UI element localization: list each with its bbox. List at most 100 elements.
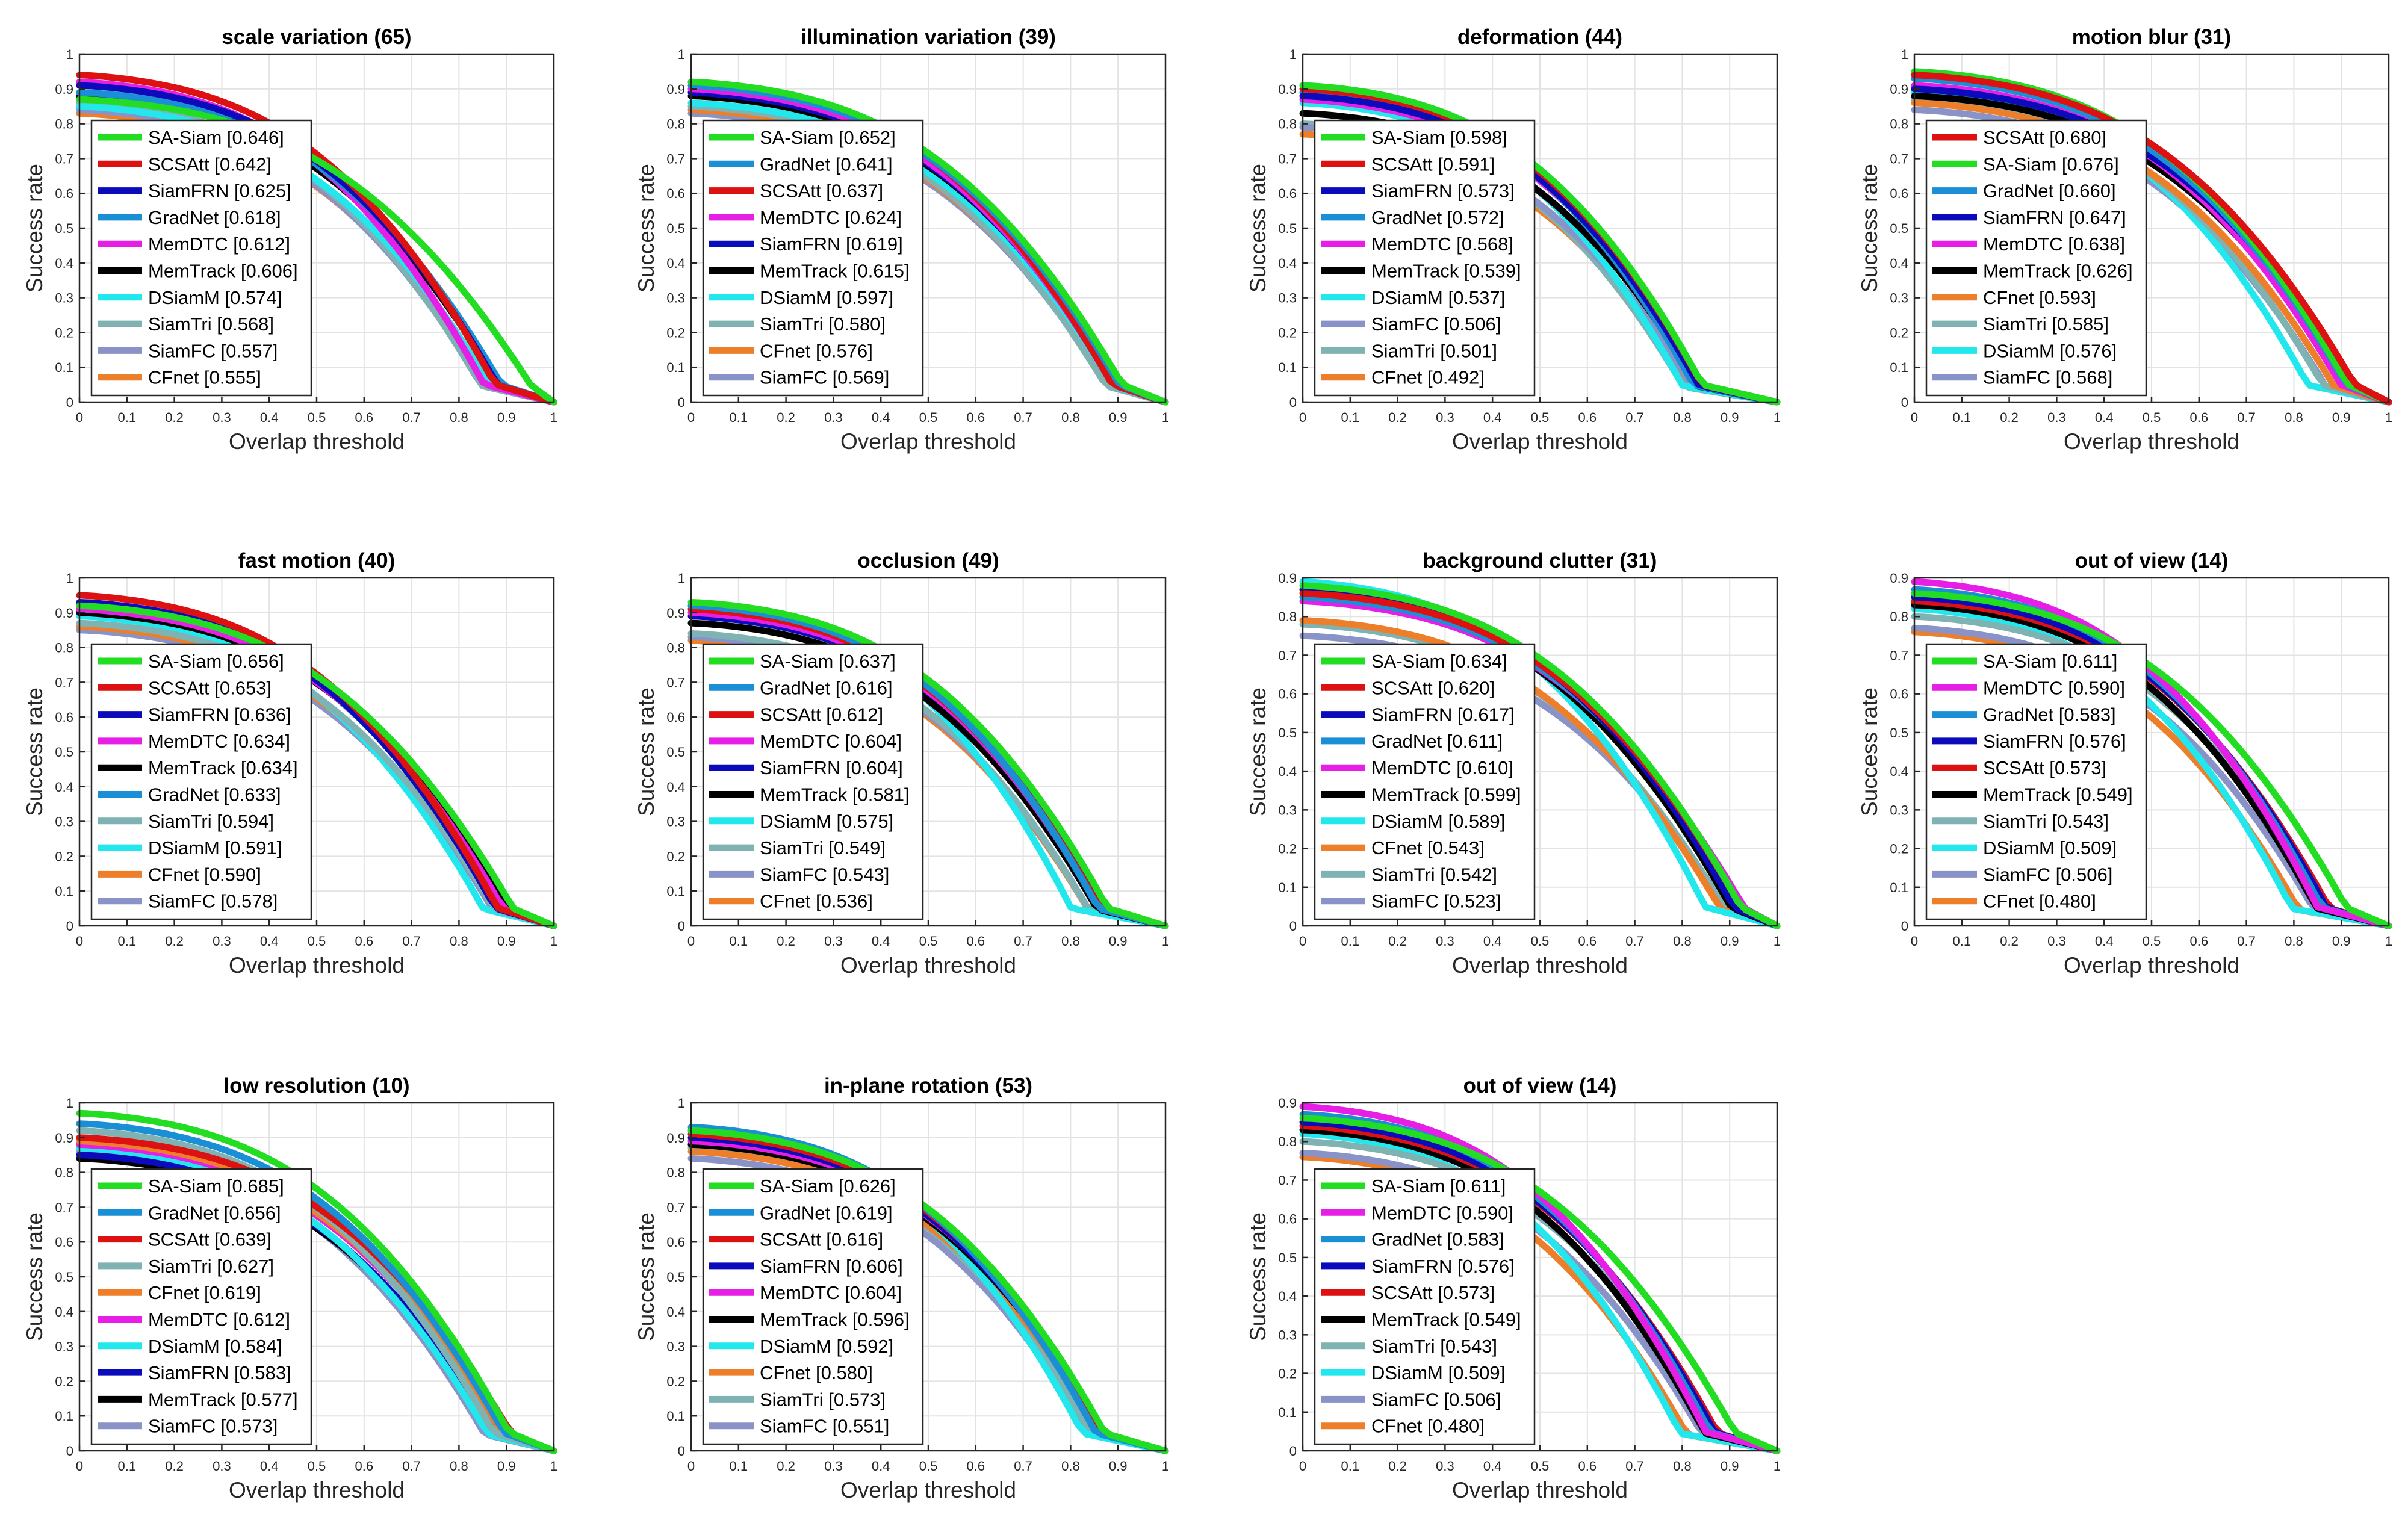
y-tick-label: 0 [678,395,685,410]
y-tick-label: 1 [678,571,685,586]
y-tick-label: 1 [66,47,73,62]
y-tick-label: 0.9 [1890,82,1908,97]
x-axis-label: Overlap threshold [840,1478,1016,1503]
y-tick-label: 0.5 [1890,221,1908,236]
x-tick-label: 0.8 [2285,410,2303,425]
x-tick-label: 0.3 [2047,410,2066,425]
legend-entry: SiamTri [0.543] [1371,1336,1497,1357]
legend-entry: SA-Siam [0.598] [1371,127,1507,148]
x-tick-label: 0.6 [355,1459,374,1474]
y-tick-label: 0.1 [55,1409,73,1424]
x-tick-label: 0.2 [777,410,795,425]
legend-entry: SiamFRN [0.619] [760,234,903,255]
x-tick-label: 0.1 [1341,410,1360,425]
legend-entry: DSiamM [0.576] [1983,340,2117,361]
x-tick-label: 0.3 [1436,1459,1454,1474]
x-tick-label: 0.8 [1061,1459,1080,1474]
legend-entry: MemDTC [0.568] [1371,234,1513,255]
x-tick-label: 0.9 [497,934,516,949]
legend-entry: DSiamM [0.509] [1983,837,2117,858]
legend-entry: GradNet [0.619] [760,1202,893,1223]
y-tick-label: 0.2 [1890,325,1908,340]
x-axis-label: Overlap threshold [1452,429,1628,454]
x-tick-label: 0.8 [450,934,468,949]
legend-entry: SiamFRN [0.604] [760,757,903,778]
legend-entry: SCSAtt [0.591] [1371,154,1495,175]
x-tick-label: 0.4 [260,934,279,949]
legend: SA-Siam [0.656] SCSAtt [0.653] SiamFRN [0.… [90,643,312,920]
legend-entry: SCSAtt [0.653] [148,677,272,698]
y-tick-label: 0.6 [1278,186,1297,201]
chart-panel-11: 0 0.1 0.2 0.3 0.4 0.5 0.6 0.7 0.8 0.9 1 0 0.1 0.2 0.3 0… [1246,1074,1781,1503]
x-tick-label: 0.1 [730,934,748,949]
y-tick-label: 0.9 [55,82,73,97]
y-axis-label: Success rate [22,687,47,816]
y-tick-label: 0.3 [1890,291,1908,306]
legend-entry: SA-Siam [0.637] [760,651,896,672]
legend-entry: GradNet [0.633] [148,784,281,805]
y-tick-label: 0 [1901,919,1908,934]
legend-entry: DSiamM [0.574] [148,287,282,308]
series-line-dsiamm [76,103,557,406]
legend-entry: MemTrack [0.626] [1983,261,2133,282]
x-tick-label: 1 [550,410,557,425]
legend-entry: SiamFC [0.523] [1371,891,1501,912]
legend-entry: DSiamM [0.575] [760,811,893,832]
chart-panel-10: 0 0.1 0.2 0.3 0.4 0.5 0.6 0.7 0.8 0.9 1 0 0.1 0.2 0.3 0… [634,1074,1169,1503]
x-tick-label: 0.5 [308,934,326,949]
legend-entry: MemTrack [0.634] [148,757,298,778]
y-tick-label: 0.4 [55,256,73,271]
legend-entry: SA-Siam [0.656] [148,651,284,672]
legend-entry: SCSAtt [0.642] [148,154,272,175]
legend-entry: GradNet [0.641] [760,154,893,175]
series-line-sa-siam [687,599,1169,929]
x-tick-label: 0.7 [402,1459,421,1474]
series-line-siamfrn [1299,92,1781,406]
legend-entry: DSiamM [0.537] [1371,287,1505,308]
x-tick-label: 0.7 [1625,934,1644,949]
y-tick-label: 0.9 [1278,1096,1297,1111]
y-tick-label: 0.4 [1278,1289,1297,1304]
y-tick-label: 0.5 [666,745,685,760]
y-tick-label: 0.4 [1278,764,1297,779]
x-tick-label: 0.1 [1953,410,1972,425]
y-tick-label: 0.1 [666,1409,685,1424]
legend-entry: SiamFC [0.569] [760,367,889,388]
legend-entry: MemDTC [0.624] [760,207,902,228]
y-tick-label: 0.7 [55,675,73,690]
x-tick-label: 0.8 [450,410,468,425]
legend-entry: SiamTri [0.549] [760,837,886,858]
y-axis-label: Success rate [1246,687,1270,816]
y-tick-label: 0.4 [666,256,685,271]
y-tick-label: 0.1 [666,360,685,375]
x-tick-label: 0.1 [118,410,137,425]
legend-entry: MemDTC [0.634] [148,731,290,752]
y-tick-label: 0 [678,919,685,934]
legend: SA-Siam [0.611] MemDTC [0.590] GradNet [0.… [1925,643,2147,920]
chart-panel-1: 0 0.1 0.2 0.3 0.4 0.5 0.6 0.7 0.8 0.9 1 0 0.1 0.2 0.3 0… [22,25,557,454]
x-axis-label: Overlap threshold [2064,429,2239,454]
y-tick-label: 0 [66,919,73,934]
x-tick-label: 0.9 [1721,934,1739,949]
legend-entry: CFnet [0.593] [1983,287,2096,308]
y-tick-label: 0.3 [1278,1327,1297,1342]
legend-entry: SA-Siam [0.626] [760,1176,896,1197]
series-line-cfnet [1299,617,1781,929]
legend-entry: GradNet [0.656] [148,1202,281,1223]
legend-entry: SiamTri [0.573] [760,1389,886,1410]
chart-title: fast motion (40) [238,549,396,572]
legend-entry: CFnet [0.580] [760,1362,873,1383]
legend-entry: SiamTri [0.501] [1371,340,1497,361]
legend-entry: GradNet [0.660] [1983,181,2116,202]
y-tick-label: 0.3 [1278,291,1297,306]
legend-entry: SCSAtt [0.612] [760,704,883,725]
x-tick-label: 0.2 [777,1459,795,1474]
legend-entry: DSiamM [0.591] [148,837,282,858]
legend-entry: MemDTC [0.610] [1371,757,1513,778]
x-tick-label: 1 [550,1459,557,1474]
legend-entry: CFnet [0.555] [148,367,261,388]
x-tick-label: 0.3 [1436,410,1454,425]
x-tick-label: 0.2 [165,1459,184,1474]
y-tick-label: 0.9 [666,1130,685,1146]
